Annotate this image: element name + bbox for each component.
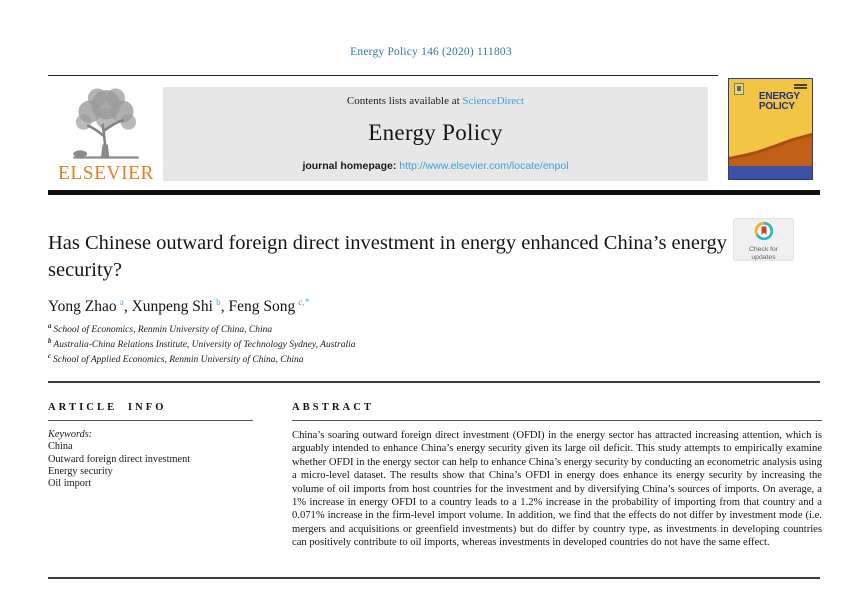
sciencedirect-link[interactable]: ScienceDirect <box>462 95 525 107</box>
journal-homepage-line: journal homepage: http://www.elsevier.co… <box>302 160 568 172</box>
contents-availability-line: Contents lists available at ScienceDirec… <box>347 95 524 107</box>
author-affiliation-superscript: c,* <box>298 298 310 308</box>
keyword-item: Energy security <box>48 465 113 477</box>
article-info-heading-rule <box>48 420 253 421</box>
abstract-heading: ABSTRACT <box>292 402 374 413</box>
page-bottom-divider <box>48 577 820 579</box>
affiliation-list: a School of Economics, Renmin University … <box>48 321 356 366</box>
contents-prefix-text: Contents lists available at <box>346 95 463 107</box>
cover-publisher-emblem-icon <box>734 83 744 95</box>
authors-line: Yong Zhao a, Xunpeng Shi b, Feng Song c,* <box>48 298 310 316</box>
article-info-heading: ARTICLE INFO <box>48 402 167 413</box>
cover-volume-text <box>794 84 807 90</box>
header-divider-thick <box>48 190 820 195</box>
author-name: Feng Song <box>228 298 296 316</box>
article-info-divider <box>48 381 820 383</box>
keywords-label: Keywords: <box>48 429 93 440</box>
author-separator: , <box>123 298 132 316</box>
affiliation-row: c School of Applied Economics, Renmin Uni… <box>48 353 304 366</box>
crossmark-icon <box>754 221 773 241</box>
journal-homepage-link[interactable]: http://www.elsevier.com/locate/enpol <box>399 159 569 172</box>
affiliation-row: a School of Economics, Renmin University … <box>48 323 273 336</box>
journal-citation[interactable]: Energy Policy 146 (2020) 111803 <box>350 46 512 58</box>
elsevier-logo: ELSEVIER <box>48 82 164 190</box>
article-info-column: ARTICLE INFO Keywords: China Outward for… <box>48 402 253 490</box>
author-name: Xunpeng Shi <box>131 298 213 316</box>
elsevier-tree-icon <box>48 82 164 162</box>
homepage-prefix-text: journal homepage: <box>302 159 400 172</box>
journal-cover-thumbnail[interactable]: ENERGY POLICY <box>728 78 813 180</box>
cover-mountain-art <box>729 133 812 179</box>
author-name: Yong Zhao <box>48 298 117 316</box>
journal-title: Energy Policy <box>368 120 503 146</box>
check-for-updates-label: Check for updates <box>748 246 779 262</box>
keyword-item: Outward foreign direct investment <box>48 453 191 465</box>
affiliation-row: b Australia-China Relations Institute, Un… <box>48 338 356 351</box>
cover-journal-title: ENERGY POLICY <box>758 91 800 113</box>
journal-masthead: Contents lists available at ScienceDirec… <box>163 87 708 181</box>
keyword-item: Oil import <box>48 478 92 490</box>
elsevier-wordmark: ELSEVIER <box>57 163 155 184</box>
abstract-text: China’s soaring outward foreign direct i… <box>292 430 822 549</box>
keyword-item: China <box>48 441 73 453</box>
header-top-rule <box>48 75 718 76</box>
author-affiliation-superscript: b <box>215 298 221 308</box>
author-separator: , <box>220 298 229 316</box>
author-affiliation-superscript: a <box>119 298 124 308</box>
check-for-updates-badge[interactable]: Check for updates <box>733 218 794 261</box>
article-title: Has Chinese outward foreign direct inves… <box>48 232 727 282</box>
abstract-heading-rule <box>292 420 822 421</box>
abstract-column: ABSTRACT China’s soaring outward foreign… <box>292 402 822 550</box>
